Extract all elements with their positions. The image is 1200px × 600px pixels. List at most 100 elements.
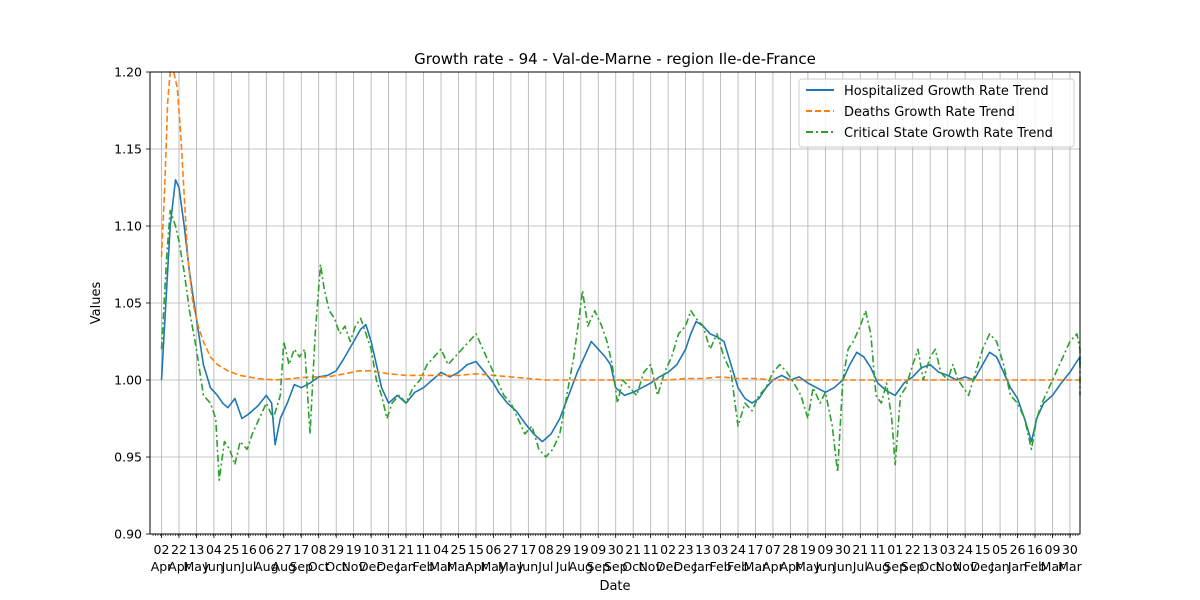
x-tick-label-day: 19	[346, 542, 362, 557]
x-tick-label-day: 09	[817, 542, 833, 557]
x-tick-label-day: 16	[241, 542, 257, 557]
x-tick-label-month: Nov	[638, 559, 663, 574]
x-tick-label-month: Sep	[604, 559, 628, 574]
y-tick-label: 0.90	[114, 527, 142, 542]
x-tick-label-month: Oct	[325, 559, 347, 574]
x-tick-label-day: 25	[223, 542, 239, 557]
x-tick-label-month: Dec	[673, 559, 697, 574]
x-tick-label-month: Apr	[780, 559, 802, 574]
x-tick-label-day: 21	[852, 542, 868, 557]
series-layer	[160, 71, 1081, 481]
x-tick-label-day: 17	[520, 542, 536, 557]
x-tick-label-day: 08	[311, 542, 327, 557]
chart-title: Growth rate - 94 - Val-de-Marne - region…	[414, 50, 816, 68]
x-tick-label-day: 28	[782, 542, 798, 557]
x-tick-label-day: 16	[1027, 542, 1043, 557]
y-tick-label: 1.05	[114, 296, 142, 311]
x-tick-label-day: 15	[468, 542, 484, 557]
x-tick-label-month: Dec	[359, 559, 383, 574]
x-tick-label-day: 21	[398, 542, 414, 557]
x-tick-label-day: 13	[695, 542, 711, 557]
x-tick-label-month: May	[498, 559, 524, 574]
x-tick-label-month: Mar	[1058, 559, 1082, 574]
x-axis: 02 Apr 22 Apr 13 May 04 Jun 25 Jun 16 Jul 06 Aug 27 Aug…	[151, 534, 1083, 574]
x-tick-label-day: 19	[573, 542, 589, 557]
x-tick-label-day: 30	[1062, 542, 1078, 557]
x-tick-label-day: 29	[328, 542, 344, 557]
x-tick-label-month: May	[184, 559, 210, 574]
x-tick-label-month: Jan	[692, 559, 712, 574]
series-line-hospitalized	[160, 179, 1081, 446]
x-tick-label-month: Mar	[447, 559, 471, 574]
x-tick-label-month: Jan	[395, 559, 415, 574]
legend-label-hospitalized: Hospitalized Growth Rate Trend	[844, 84, 1049, 99]
x-tick-label-month: Dec	[377, 559, 401, 574]
x-tick-label-day: 11	[416, 542, 432, 557]
x-tick-label-month: Apr	[151, 559, 173, 574]
legend-label-deaths: Deaths Growth Rate Trend	[844, 105, 1015, 120]
x-tick-label-month: Sep	[883, 559, 907, 574]
y-tick-label: 1.10	[114, 219, 142, 234]
x-tick-label-month: Dec	[970, 559, 994, 574]
x-tick-label-day: 11	[870, 542, 886, 557]
x-tick-label-month: Feb	[1024, 559, 1046, 574]
x-tick-label-day: 26	[1010, 542, 1026, 557]
x-tick-label-month: Jun	[832, 559, 853, 574]
x-tick-label-day: 13	[188, 542, 204, 557]
y-tick-label: 1.15	[114, 142, 142, 157]
x-tick-label-month: Jan	[1007, 559, 1027, 574]
x-tick-label-day: 03	[940, 542, 956, 557]
x-tick-label-day: 22	[905, 542, 921, 557]
legend-box	[798, 78, 1075, 148]
x-tick-label-month: Jul	[852, 559, 868, 574]
x-tick-label-day: 17	[293, 542, 309, 557]
x-tick-label-month: Apr	[465, 559, 487, 574]
x-tick-label-month: Feb	[727, 559, 749, 574]
x-tick-label-day: 11	[643, 542, 659, 557]
x-tick-label-month: Jun	[815, 559, 836, 574]
x-tick-label-month: Oct	[622, 559, 644, 574]
x-tick-label-month: Aug	[254, 559, 278, 574]
x-tick-label-day: 17	[748, 542, 764, 557]
y-axis: 0.90 0.95 1.00 1.05 1.10 1.15 1.20	[114, 65, 150, 542]
x-tick-label-month: Sep	[289, 559, 313, 574]
x-tick-label-month: Jan	[989, 559, 1009, 574]
x-tick-label-day: 06	[485, 542, 501, 557]
x-tick-label-day: 02	[660, 542, 676, 557]
x-axis-label: Date	[599, 579, 630, 594]
x-tick-label-day: 01	[887, 542, 903, 557]
x-tick-label-day: 09	[590, 542, 606, 557]
x-tick-label-month: Oct	[308, 559, 330, 574]
x-tick-label-day: 07	[765, 542, 781, 557]
x-tick-label-day: 25	[451, 542, 467, 557]
x-tick-label-month: Mar	[429, 559, 453, 574]
x-tick-label-day: 27	[503, 542, 519, 557]
grid-layer	[150, 71, 1080, 535]
x-tick-label-day: 09	[1045, 542, 1061, 557]
y-tick-label: 1.20	[114, 65, 142, 80]
x-tick-label-month: Feb	[412, 559, 434, 574]
x-tick-label-day: 21	[625, 542, 641, 557]
x-tick-label-day: 13	[922, 542, 938, 557]
x-tick-label-day: 04	[433, 542, 449, 557]
x-tick-label-month: May	[481, 559, 507, 574]
x-tick-label-month: Jun	[203, 559, 224, 574]
y-tick-label: 0.95	[114, 450, 142, 465]
series-line-critical	[160, 209, 1081, 481]
x-tick-label-month: Aug	[272, 559, 296, 574]
x-tick-label-day: 22	[171, 542, 187, 557]
x-tick-label-month: Nov	[935, 559, 960, 574]
y-axis-label: Values	[89, 282, 104, 325]
x-tick-label-day: 10	[363, 542, 379, 557]
x-tick-label-month: Nov	[341, 559, 366, 574]
x-tick-label-day: 31	[381, 542, 397, 557]
x-tick-label-day: 02	[154, 542, 170, 557]
x-tick-label-month: Mar	[1041, 559, 1065, 574]
y-tick-label: 1.00	[114, 373, 142, 388]
x-tick-label-day: 30	[608, 542, 624, 557]
x-tick-label-month: Aug	[569, 559, 593, 574]
x-tick-label-day: 03	[713, 542, 729, 557]
x-tick-label-month: Sep	[901, 559, 925, 574]
x-tick-label-day: 19	[800, 542, 816, 557]
x-tick-label-month: Jul	[537, 559, 553, 574]
